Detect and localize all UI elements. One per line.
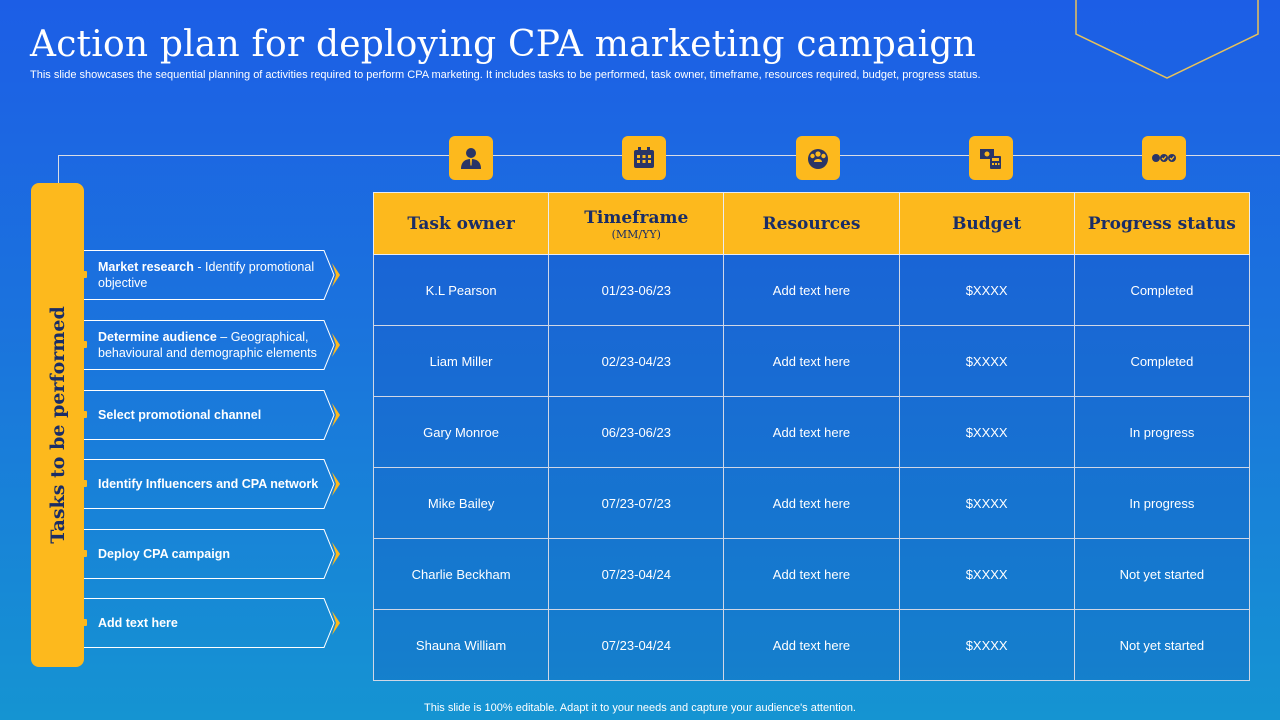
cell-budget: $XXXX — [898, 467, 1075, 539]
person-icon — [461, 148, 481, 169]
task-item-2: Determine audience – Geographical, behav… — [80, 320, 346, 370]
cell-task-owner: K.L Pearson — [372, 254, 550, 326]
cell-timeframe: 02/23-04/23 — [548, 325, 725, 397]
team-globe-icon — [808, 149, 828, 169]
task-arrow-shape — [84, 459, 340, 509]
task-item-5: Deploy CPA campaign — [80, 529, 346, 579]
header-budget: Budget — [898, 192, 1075, 255]
cell-budget: $XXXX — [898, 325, 1075, 397]
task-description: – Geographical, behavioural and demograp… — [98, 330, 317, 360]
connector-drop-line — [58, 155, 59, 185]
cell-progress-status: Completed — [1073, 254, 1251, 326]
task-arrow-shape — [84, 598, 340, 648]
task-bullet — [80, 480, 87, 487]
header-timeframe-format: (MM/YY) — [611, 227, 661, 241]
task-arrow-shape — [84, 390, 340, 440]
cell-task-owner: Gary Monroe — [372, 396, 550, 468]
cell-budget: $XXXX — [898, 609, 1075, 681]
task-arrow-shape — [84, 250, 340, 300]
table-row: Shauna William 07/23-04/24 Add text here… — [372, 609, 1251, 681]
task-arrow-shape — [84, 320, 340, 370]
resources-icon-box — [796, 136, 840, 180]
action-plan-table: Task owner Timeframe (MM/YY) Resources Bu… — [372, 192, 1251, 681]
money-calculator-icon — [980, 149, 1001, 169]
task-owner-icon-box — [449, 136, 493, 180]
task-bullet — [80, 341, 87, 348]
cell-timeframe: 06/23-06/23 — [548, 396, 725, 468]
progress-icon-box — [1142, 136, 1186, 180]
task-item-1: Market research - Identify promotional o… — [80, 250, 346, 300]
cell-task-owner: Shauna William — [372, 609, 550, 681]
task-title: Add text here — [98, 616, 178, 630]
cell-budget: $XXXX — [898, 396, 1075, 468]
tasks-side-bar: Tasks to be performed — [31, 183, 84, 667]
header-progress-status: Progress status — [1073, 192, 1251, 255]
cell-timeframe: 07/23-04/24 — [548, 538, 725, 610]
cell-progress-status: Not yet started — [1073, 609, 1251, 681]
task-description: - Identify promotional objective — [98, 260, 315, 290]
task-item-3: Select promotional channel — [80, 390, 346, 440]
task-item-6: Add text here — [80, 598, 346, 648]
cell-timeframe: 01/23-06/23 — [548, 254, 725, 326]
task-arrow-shape — [84, 529, 340, 579]
table-row: Liam Miller 02/23-04/23 Add text here $X… — [372, 325, 1251, 397]
task-title: Determine audience — [98, 330, 217, 344]
cell-task-owner: Liam Miller — [372, 325, 550, 397]
header-resources: Resources — [723, 192, 900, 255]
cell-budget: $XXXX — [898, 538, 1075, 610]
task-title: Identify Influencers and CPA network — [98, 477, 319, 491]
connector-line — [58, 155, 1280, 156]
budget-icon-box — [969, 136, 1013, 180]
cell-resources: Add text here — [723, 467, 900, 539]
page-title: Action plan for deploying CPA marketing … — [30, 24, 976, 65]
cell-progress-status: Not yet started — [1073, 538, 1251, 610]
table-row: K.L Pearson 01/23-06/23 Add text here $X… — [372, 254, 1251, 326]
cell-budget: $XXXX — [898, 254, 1075, 326]
cell-resources: Add text here — [723, 538, 900, 610]
cell-timeframe: 07/23-07/23 — [548, 467, 725, 539]
cell-resources: Add text here — [723, 396, 900, 468]
cell-resources: Add text here — [723, 325, 900, 397]
cell-timeframe: 07/23-04/24 — [548, 609, 725, 681]
table-row: Gary Monroe 06/23-06/23 Add text here $X… — [372, 396, 1251, 468]
task-title: Select promotional channel — [98, 408, 262, 422]
cell-progress-status: In progress — [1073, 396, 1251, 468]
header-timeframe: Timeframe (MM/YY) — [548, 192, 725, 255]
cell-resources: Add text here — [723, 609, 900, 681]
table-row: Mike Bailey 07/23-07/23 Add text here $X… — [372, 467, 1251, 539]
cell-progress-status: In progress — [1073, 467, 1251, 539]
more-options-icon — [1152, 154, 1176, 162]
cell-resources: Add text here — [723, 254, 900, 326]
task-bullet — [80, 550, 87, 557]
timeframe-icon-box — [622, 136, 666, 180]
task-item-4: Identify Influencers and CPA network — [80, 459, 346, 509]
cell-task-owner: Charlie Beckham — [372, 538, 550, 610]
tasks-side-label: Tasks to be performed — [46, 306, 69, 544]
task-bullet — [80, 619, 87, 626]
page-subtitle: This slide showcases the sequential plan… — [30, 69, 981, 81]
task-title: Market research — [98, 260, 194, 274]
footer-note: This slide is 100% editable. Adapt it to… — [424, 702, 856, 714]
table-row: Charlie Beckham 07/23-04/24 Add text her… — [372, 538, 1251, 610]
calendar-icon — [634, 147, 654, 168]
hexagon-decoration — [1075, 0, 1259, 79]
task-bullet — [80, 411, 87, 418]
task-bullet — [80, 271, 87, 278]
cell-task-owner: Mike Bailey — [372, 467, 550, 539]
table-header-row: Task owner Timeframe (MM/YY) Resources Bu… — [372, 192, 1251, 255]
cell-progress-status: Completed — [1073, 325, 1251, 397]
task-title: Deploy CPA campaign — [98, 547, 230, 561]
header-task-owner: Task owner — [372, 192, 550, 255]
